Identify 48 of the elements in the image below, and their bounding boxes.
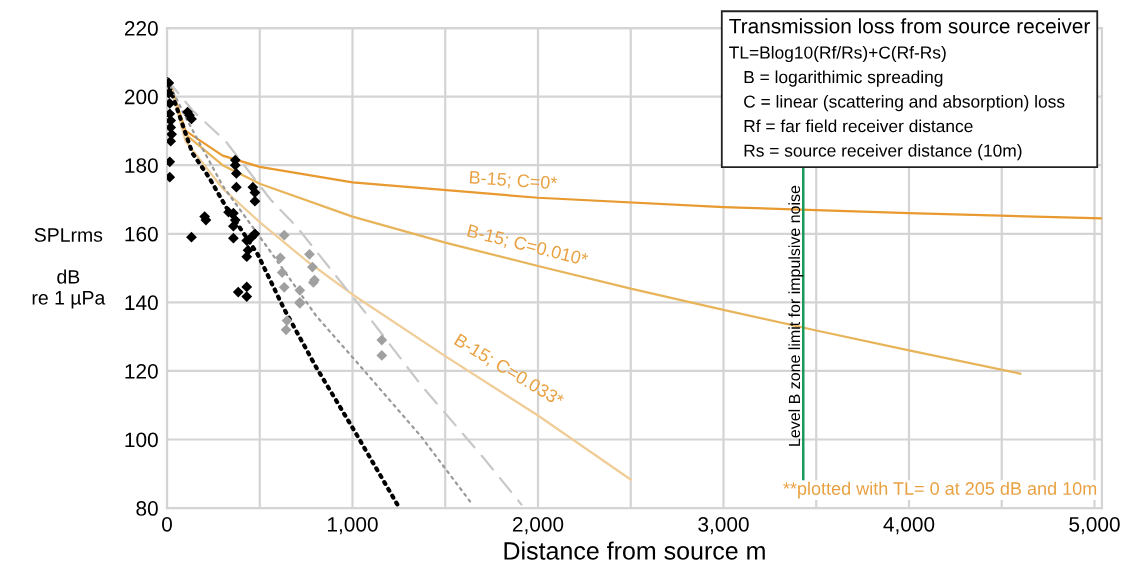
x-tick-label: 0 xyxy=(162,516,172,532)
annotation: Rf = far field receiver distance xyxy=(744,119,973,133)
y-tick-label: 80 xyxy=(136,501,158,516)
point xyxy=(278,229,290,241)
y-tick-label: 160 xyxy=(125,226,158,242)
x-tick-label: 5,000 xyxy=(1069,516,1120,535)
annotation: B-15; C=0.010* xyxy=(466,224,589,269)
y-tick-label: 220 xyxy=(124,21,158,36)
point xyxy=(232,286,244,298)
point xyxy=(228,232,239,244)
annotation: B = logarithimic spreading xyxy=(744,70,943,87)
point xyxy=(186,231,197,243)
y-tick-label: 140 xyxy=(125,295,158,311)
annotation: B-15; C=0* xyxy=(469,170,558,192)
y-tick-label: 120 xyxy=(125,363,158,379)
point xyxy=(304,248,315,260)
point xyxy=(278,281,290,293)
x-tick-label: 2,000 xyxy=(512,516,564,535)
point xyxy=(241,291,253,302)
point xyxy=(241,251,253,263)
point xyxy=(274,252,286,264)
ref-line-label: Level B zone limit for impulsive noise xyxy=(788,185,804,446)
point xyxy=(280,324,292,336)
y-tick-label: 200 xyxy=(124,89,158,105)
point xyxy=(249,195,261,207)
point xyxy=(276,267,288,278)
y-tick-label: 100 xyxy=(125,432,158,448)
point xyxy=(230,168,242,179)
x-tick-label: 1,000 xyxy=(328,516,378,535)
point xyxy=(376,334,388,346)
y-tick-label: 180 xyxy=(125,158,158,173)
x-tick-label: 3,000 xyxy=(698,516,749,535)
point xyxy=(230,181,242,193)
point xyxy=(376,350,388,361)
annotation: TL=Blog10(Rf/Rs)+C(Rf-Rs) xyxy=(729,45,946,63)
annotation: Transmission loss from source receiver xyxy=(729,18,1090,34)
point xyxy=(241,281,253,293)
x-tick-label: 4,000 xyxy=(883,516,935,535)
point xyxy=(166,156,176,168)
x-axis-title: Distance from source m xyxy=(504,541,765,560)
point xyxy=(249,187,261,198)
annotation: Rs = source receiver distance (10m) xyxy=(744,144,1022,161)
point xyxy=(294,284,306,296)
annotation: **plotted with TL= 0 at 205 dB and 10m xyxy=(783,481,1097,499)
line-series xyxy=(166,77,402,509)
text: SPLrms dB re 1 µPa xyxy=(32,228,106,309)
annotation: C = linear (scattering and absorption) loss xyxy=(744,94,1065,112)
point xyxy=(166,171,176,183)
